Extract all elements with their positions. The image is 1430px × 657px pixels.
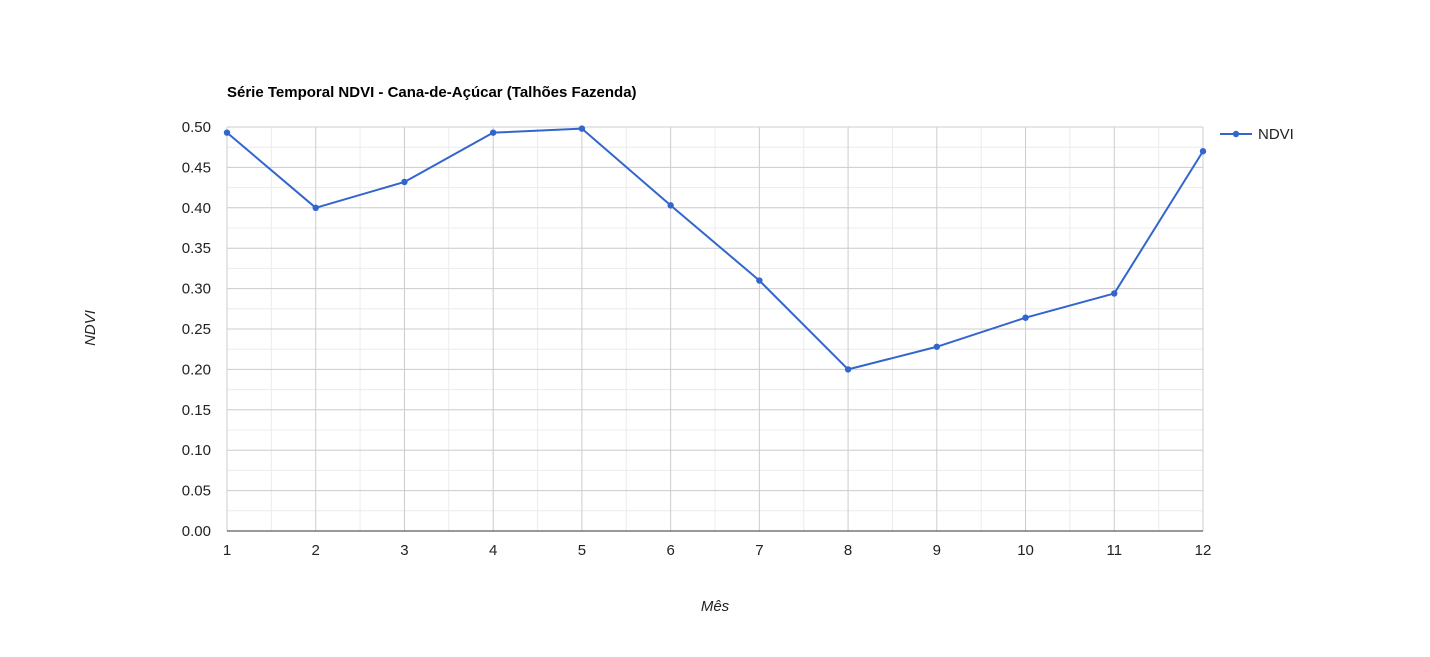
x-tick-label: 1 [223, 542, 231, 559]
x-tick-label: 7 [755, 542, 763, 559]
series-line-ndvi [226, 127, 1204, 371]
x-tick-label: 6 [666, 542, 674, 559]
x-tick-label: 5 [578, 542, 586, 559]
y-tick-label: 0.10 [182, 442, 211, 459]
data-point [667, 202, 674, 209]
y-tick-label: 0.30 [182, 281, 211, 298]
x-axis-title: Mês [701, 598, 730, 615]
legend: NDVI [1220, 126, 1294, 143]
series-layer [223, 125, 1207, 373]
data-point [312, 204, 319, 211]
legend-label: NDVI [1258, 126, 1294, 143]
y-tick-label: 0.15 [182, 402, 211, 419]
y-tick-label: 0.40 [182, 200, 211, 217]
y-tick-label: 0.45 [182, 159, 211, 176]
data-point [844, 366, 852, 373]
y-axis-title: NDVI [82, 310, 99, 346]
legend-swatch-marker [1232, 130, 1240, 138]
x-tick-label: 3 [400, 542, 408, 559]
grid-lines [226, 126, 1204, 531]
data-point [223, 129, 231, 136]
y-tick-label: 0.35 [182, 240, 211, 257]
data-point [578, 125, 586, 132]
axes: 0.00 0.05 0.10 0.15 0.20 0.25 0.30 0.35 0.40 0.45… [182, 119, 1212, 559]
y-tick-label: 0.20 [182, 361, 211, 378]
x-tick-label: 12 [1195, 542, 1212, 559]
x-tick-label: 8 [844, 542, 852, 559]
chart-title: Série Temporal NDVI - Cana-de-Açúcar (Ta… [227, 84, 637, 101]
x-tick-label: 11 [1106, 542, 1122, 559]
data-point [489, 129, 497, 136]
x-tick-label: 9 [933, 542, 941, 559]
data-point [401, 178, 408, 186]
y-tick-label: 0.00 [182, 523, 211, 540]
x-tick-label: 2 [312, 542, 320, 559]
y-tick-label: 0.50 [182, 119, 211, 136]
data-point [1022, 314, 1029, 321]
y-tick-label: 0.05 [182, 483, 211, 500]
y-tick-label: 0.25 [182, 321, 211, 338]
data-point [933, 343, 941, 350]
data-point [1199, 148, 1207, 155]
data-point [1111, 290, 1118, 297]
x-tick-label: 10 [1017, 542, 1034, 559]
x-tick-label: 4 [489, 542, 497, 559]
data-point [756, 277, 763, 284]
